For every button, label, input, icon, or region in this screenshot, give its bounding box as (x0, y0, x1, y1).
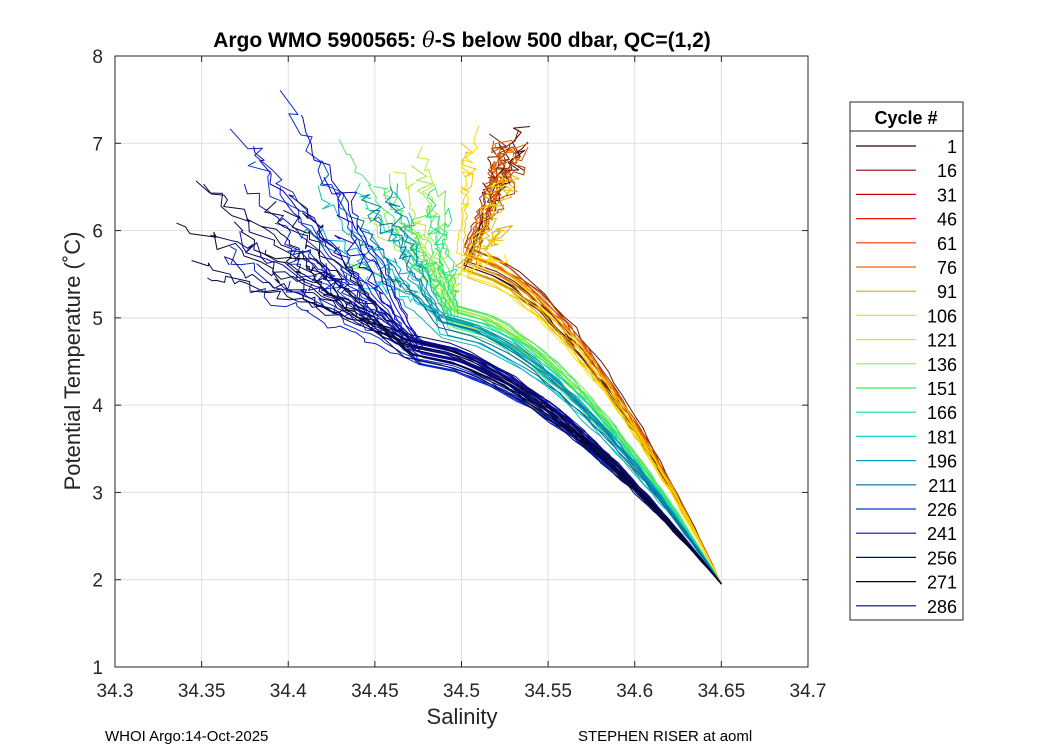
legend: Cycle # 1 16 31 46 61 76 91 106 121 136 151 166 181 1… (849, 101, 964, 621)
legend-label: 271 (927, 573, 957, 593)
legend-label: 211 (928, 476, 957, 496)
legend-label: 1 (947, 137, 957, 157)
profile-line (457, 253, 722, 585)
profile-line (176, 222, 722, 585)
legend-label: 61 (937, 234, 957, 254)
axis-ticks: 34.3 34.35 34.4 34.45 34.5 34.55 34.6 34.65 34.7… (92, 47, 826, 702)
profile-line (460, 175, 722, 585)
footer-left: WHOI Argo:14-Oct-2025 (105, 728, 268, 745)
y-tick-label: 5 (92, 309, 103, 330)
legend-label: 166 (927, 403, 957, 423)
x-tick-label: 34.7 (790, 681, 827, 702)
x-tick-label: 34.3 (97, 681, 134, 702)
legend-label: 196 (927, 452, 957, 472)
y-tick-label: 7 (92, 134, 103, 155)
legend-label: 16 (937, 161, 957, 181)
profile-line (233, 221, 722, 585)
legend-label: 181 (927, 427, 957, 447)
legend-label: 76 (937, 258, 957, 278)
legend-title: Cycle # (874, 108, 937, 128)
profile-line (433, 260, 722, 585)
y-axis-label: Potential Temperature (˚C) (60, 232, 85, 491)
x-tick-label: 34.5 (443, 681, 480, 702)
legend-label: 91 (937, 282, 957, 302)
legend-label: 31 (937, 185, 957, 205)
profile-line (370, 210, 722, 585)
legend-label: 121 (927, 331, 957, 351)
legend-label: 136 (927, 355, 957, 375)
legend-label: 46 (937, 210, 957, 230)
chart-title: Argo WMO 5900565: θ-S below 500 dbar, QC… (213, 28, 711, 52)
footer-right: STEPHEN RISER at aoml (578, 728, 752, 745)
x-tick-label: 34.65 (698, 681, 746, 702)
y-tick-label: 6 (92, 222, 103, 243)
profile-line (358, 276, 722, 585)
x-axis-label: Salinity (427, 704, 498, 729)
y-tick-label: 1 (92, 658, 103, 679)
profile-line (203, 183, 722, 585)
x-tick-label: 34.6 (616, 681, 653, 702)
profile-lines (176, 90, 722, 585)
legend-label: 256 (927, 548, 957, 568)
x-tick-label: 34.4 (270, 681, 307, 702)
y-tick-label: 3 (92, 483, 103, 504)
x-tick-label: 34.45 (351, 681, 399, 702)
profile-line (456, 125, 722, 585)
legend-label: 241 (927, 524, 957, 544)
legend-label: 226 (927, 500, 957, 520)
x-tick-label: 34.35 (178, 681, 226, 702)
y-tick-label: 4 (92, 396, 103, 417)
legend-label: 106 (927, 306, 957, 326)
profile-line (463, 146, 722, 585)
profile-line (319, 160, 722, 585)
profile-line (460, 142, 722, 585)
legend-label: 151 (927, 379, 957, 399)
y-tick-label: 2 (92, 571, 103, 592)
y-tick-label: 8 (92, 47, 103, 68)
legend-label: 286 (927, 597, 957, 617)
profile-line (207, 275, 722, 585)
x-tick-label: 34.55 (524, 681, 572, 702)
